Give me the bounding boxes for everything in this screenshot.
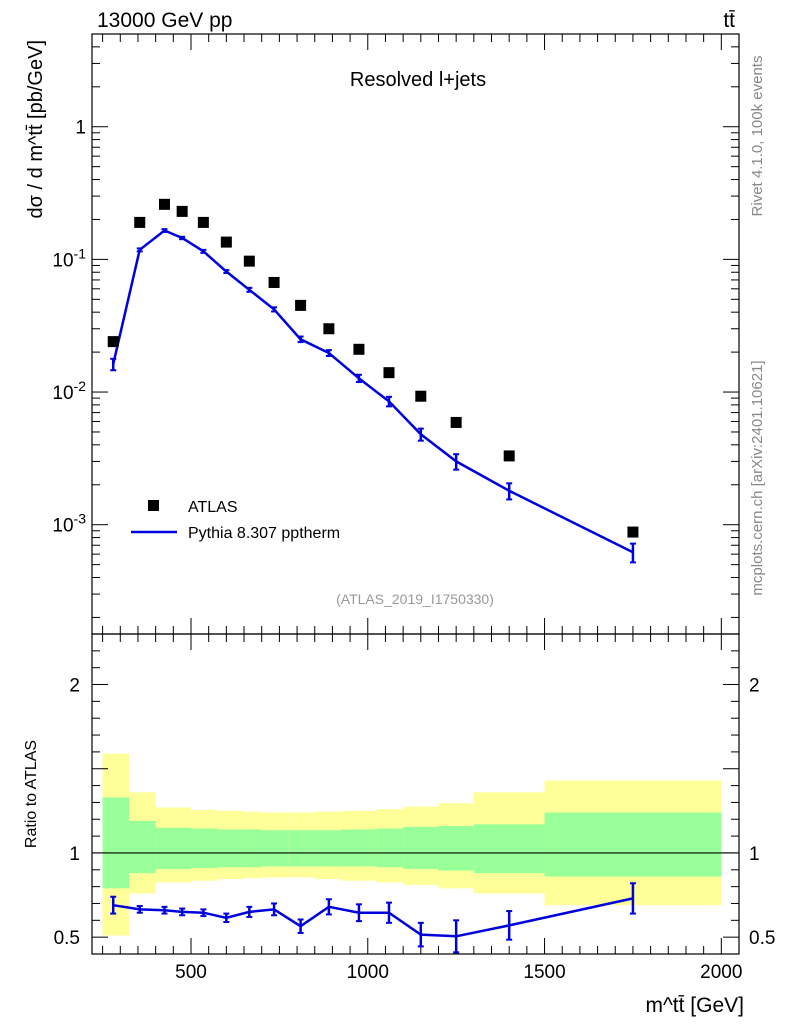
main-title: Resolved l+jets (350, 69, 486, 91)
ratio-panel: 0.5 0.5 1 1 2 2 500 1000 1500 2000 Ratio to ATLA… (23, 633, 776, 1017)
atlas-data-point (243, 255, 255, 267)
atlas-data-point (158, 198, 170, 210)
collision-label: 13000 GeV pp (97, 9, 232, 32)
ratio-ytick-label-right: 0.5 (749, 928, 775, 949)
ratio-inner-band (288, 830, 315, 867)
ratio-inner-band (314, 830, 342, 867)
analysis-tag: (ATLAS_2019_I1750330) (336, 591, 494, 607)
ratio-xtick-label: 1000 (347, 962, 389, 983)
ratio-ytick-label-left: 1 (69, 844, 80, 865)
ratio-inner-band (403, 826, 439, 869)
atlas-data-point (197, 216, 209, 228)
atlas-data-point (627, 526, 639, 538)
ratio-inner-band (155, 827, 191, 869)
ratio-xtick-labels: 500 1000 1500 2000 (175, 962, 742, 983)
atlas-data-point (450, 416, 462, 428)
main-ticks (92, 33, 740, 634)
ratio-inner-band (129, 820, 156, 874)
ratio-inner-band (244, 829, 262, 868)
atlas-data-point (295, 299, 307, 311)
main-markers (107, 198, 639, 538)
ratio-series (110, 882, 636, 954)
atlas-data-point (176, 205, 188, 217)
ratio-ytick-labels: 0.5 0.5 1 1 2 2 (54, 676, 776, 950)
ratio-ticks (92, 634, 740, 954)
atlas-data-point (353, 343, 365, 355)
ratio-ytick-label-left: 2 (69, 676, 80, 697)
ratio-inner-band (190, 828, 218, 869)
atlas-data-point (268, 276, 280, 288)
atlas-data-point (220, 236, 232, 248)
main-ytick-label: 1 (75, 118, 86, 139)
legend-atlas-marker (148, 500, 159, 511)
site-info: mcplots.cern.ch [arXiv:2401.10621] (749, 360, 766, 595)
legend-pythia-label: Pythia 8.307 pptherm (188, 525, 340, 542)
ratio-ytick-label-right: 1 (749, 844, 760, 865)
legend-atlas-label: ATLAS (188, 499, 238, 516)
ratio-inner-band (102, 797, 130, 889)
process-label: tt̄ (723, 9, 735, 32)
ratio-inner-band (438, 826, 474, 871)
atlas-data-point (134, 216, 146, 228)
ratio-xtick-label: 500 (175, 962, 207, 983)
ratio-inner-band (261, 830, 289, 867)
ratio-bands (102, 753, 722, 936)
ratio-inner-band (544, 812, 722, 877)
main-frame (91, 33, 740, 635)
atlas-data-point (323, 323, 335, 335)
atlas-data-point (503, 450, 515, 462)
ratio-inner-band (341, 829, 377, 867)
ratio-ytick-label-left: 0.5 (54, 928, 80, 949)
main-panel: 10-3 10-2 10-1 1 Resolved l+jets (ATLAS_201… (25, 33, 740, 635)
ratio-xtick-label: 2000 (700, 962, 742, 983)
ratio-inner-band (376, 828, 404, 868)
ratio-xlabel: m^tt̄ [GeV] (645, 994, 744, 1017)
main-series (110, 228, 636, 564)
main-ylabel: dσ / d m^tt̄ [pb/GeV] (25, 40, 47, 218)
ratio-inner-band (473, 824, 545, 874)
atlas-data-point (107, 336, 119, 348)
ratio-frame (91, 633, 740, 955)
ratio-ytick-label-right: 2 (749, 676, 760, 697)
ratio-inner-band (217, 829, 245, 868)
atlas-data-point (383, 367, 395, 379)
pythia-line (111, 229, 634, 554)
main-ytick-label: 10-2 (52, 378, 86, 404)
main-ytick-label: 10-1 (52, 245, 86, 271)
rivet-info: Rivet 4.1.0, 100k events (749, 56, 766, 217)
ratio-ylabel: Ratio to ATLAS (23, 740, 40, 848)
legend: ATLAS Pythia 8.307 pptherm (131, 499, 340, 542)
main-ytick-label: 10-3 (52, 511, 86, 537)
atlas-data-point (415, 390, 427, 402)
ratio-xtick-label: 1500 (523, 962, 565, 983)
ratio-line (113, 897, 634, 938)
main-ytick-labels: 10-3 10-2 10-1 1 (52, 118, 86, 537)
